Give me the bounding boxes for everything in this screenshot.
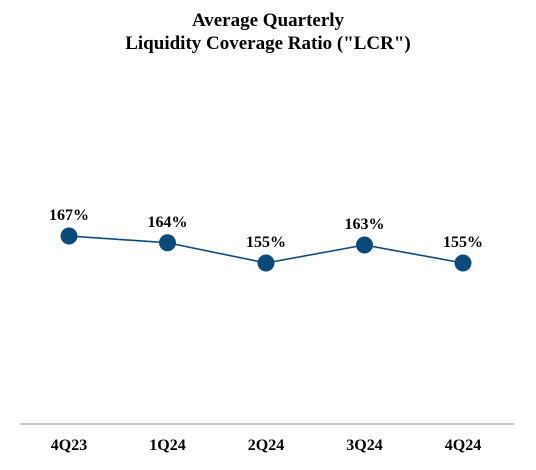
x-tick-label: 4Q24 [445, 437, 481, 454]
series-line-segment [265, 244, 365, 264]
data-point [454, 254, 472, 272]
x-tick-label: 4Q23 [51, 437, 87, 454]
x-tick-label: 2Q24 [248, 437, 284, 454]
x-tick-labels-group: 4Q23 1Q24 2Q24 3Q24 4Q24 [51, 437, 481, 454]
data-point [159, 234, 176, 252]
data-label: 155% [443, 234, 483, 251]
series-line-segment [167, 241, 267, 264]
chart-title-line-1: Average Quarterly [191, 10, 345, 31]
x-tick-label: 3Q24 [346, 437, 382, 454]
series-line-segment [364, 244, 464, 264]
data-labels-group: 167% 164% 155% 163% 155% [49, 207, 483, 251]
data-label: 164% [148, 214, 188, 231]
x-tick-label: 1Q24 [149, 437, 185, 454]
chart-title-line-2: Liquidity Coverage Ratio ("LCR") [125, 33, 411, 54]
data-point [356, 236, 373, 254]
data-label: 163% [345, 216, 385, 233]
series-line-segment [68, 235, 168, 244]
data-point [60, 227, 78, 245]
data-label: 155% [246, 234, 286, 251]
series-group [60, 227, 472, 272]
data-point [257, 254, 275, 272]
data-label: 167% [49, 207, 89, 224]
chart-title: Average Quarterly Liquidity Coverage Rat… [0, 9, 536, 55]
